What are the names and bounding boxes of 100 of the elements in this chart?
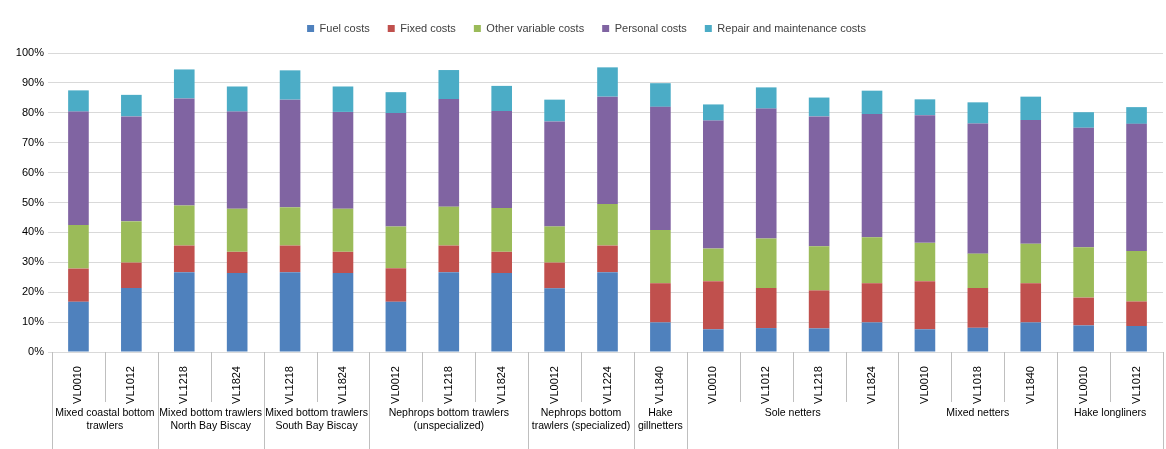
bar — [68, 90, 89, 112]
x-tick-label: VL1218 — [283, 366, 296, 404]
bar — [226, 273, 248, 352]
bar — [279, 245, 301, 273]
bar — [914, 281, 936, 330]
x-tick-label: VL0010 — [706, 366, 719, 404]
bar — [755, 288, 777, 329]
y-tick-label: 10% — [21, 315, 45, 328]
bar — [755, 238, 777, 289]
bar — [1073, 127, 1094, 248]
x-tick-label: VL1824 — [230, 366, 243, 404]
bar — [385, 226, 407, 269]
bar — [121, 262, 142, 289]
text: Mixed bottom trawlers South Bay Biscay — [265, 405, 368, 432]
bar — [967, 102, 989, 124]
x-tick-label: VL0012 — [388, 366, 401, 404]
x-tick-label: VL1012 — [1129, 366, 1142, 404]
bar — [544, 121, 565, 227]
bar — [121, 288, 142, 352]
x-tick-label: VL1012 — [124, 366, 137, 404]
bar — [279, 207, 301, 246]
bar — [68, 224, 89, 269]
x-tick-label: VL1018 — [970, 366, 983, 404]
bar — [702, 281, 724, 330]
bar — [491, 251, 513, 274]
x-tick-label: VL0012 — [547, 366, 560, 404]
x-tick-label: VL0010 — [71, 366, 84, 404]
bar — [702, 104, 724, 121]
bar — [597, 96, 618, 204]
legend-label: Repair and maintenance costs — [717, 21, 867, 34]
bar — [121, 116, 142, 222]
bar — [967, 253, 989, 289]
bar — [650, 106, 671, 231]
bar — [438, 272, 460, 352]
bar — [544, 288, 565, 352]
bar — [1020, 243, 1042, 284]
bar — [68, 111, 89, 225]
bar — [914, 242, 936, 282]
bar — [491, 273, 513, 352]
bar — [914, 115, 936, 243]
bar — [1126, 107, 1147, 124]
x-tick-label: VL1224 — [600, 366, 613, 404]
bar — [68, 268, 89, 302]
x-tick-label: VL0010 — [1076, 366, 1089, 404]
bar — [1126, 123, 1147, 251]
bar — [597, 272, 618, 352]
bar — [1126, 325, 1147, 352]
legend-label: Other variable costs — [486, 21, 585, 34]
bar — [1020, 283, 1042, 323]
bar — [121, 221, 142, 263]
bar — [1073, 325, 1094, 352]
bar — [332, 251, 354, 274]
bar — [544, 226, 565, 263]
bar — [967, 123, 989, 254]
bar — [173, 98, 195, 206]
bar — [808, 97, 830, 117]
y-tick-label: 70% — [21, 135, 45, 148]
bar — [650, 322, 671, 352]
bar — [914, 99, 936, 116]
x-tick-label: VL1824 — [336, 366, 349, 404]
x-tick-label: VL1012 — [759, 366, 772, 404]
bar — [173, 205, 195, 246]
y-tick-label: 50% — [21, 195, 45, 208]
y-tick-label: 80% — [21, 105, 45, 118]
bar — [332, 273, 354, 352]
legend-label: Fixed costs — [400, 21, 457, 34]
y-tick-label: 20% — [21, 285, 45, 298]
bar — [438, 70, 460, 100]
x-tick-label: VL1218 — [812, 366, 825, 404]
text: Mixed coastal bottom trawlers — [55, 405, 155, 432]
bar — [279, 272, 301, 352]
text: Nephrops bottom trawlers (unspecialized) — [388, 405, 509, 432]
y-tick-label: 0% — [28, 345, 45, 358]
bar — [385, 301, 407, 352]
x-tick-label: VL0010 — [917, 366, 930, 404]
bar — [226, 86, 248, 112]
bar — [68, 301, 89, 352]
bar — [755, 87, 777, 109]
bar — [808, 290, 830, 329]
bar — [1073, 112, 1094, 128]
bar — [755, 328, 777, 352]
bar — [861, 114, 883, 238]
text: Hake longliners — [1073, 405, 1147, 418]
text: Mixed netters — [946, 405, 1010, 418]
text: Mixed bottom trawlers North Bay Biscay — [159, 405, 263, 432]
bar — [544, 99, 565, 122]
bar — [967, 327, 989, 352]
bar — [491, 111, 513, 208]
bar — [650, 283, 671, 323]
bar — [226, 208, 248, 252]
x-tick-label: VL1840 — [1023, 366, 1036, 404]
y-tick-label: 60% — [21, 165, 45, 178]
bar — [808, 116, 830, 247]
bar — [544, 262, 565, 289]
bar — [650, 83, 671, 107]
legend-label: Personal costs — [614, 21, 688, 34]
bar — [438, 99, 460, 207]
bar — [597, 204, 618, 246]
bar — [279, 70, 301, 100]
bar — [1020, 119, 1042, 244]
